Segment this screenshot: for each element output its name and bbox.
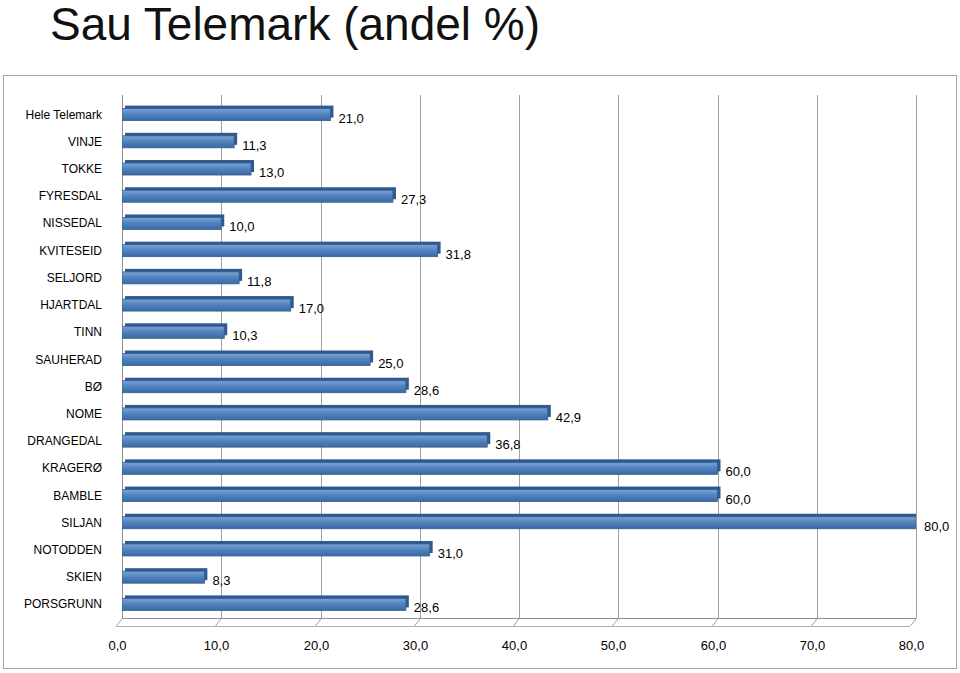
category-label: SILJAN: [61, 516, 102, 530]
data-label: 10,0: [229, 219, 254, 234]
bar: [122, 381, 406, 393]
data-label: 80,0: [924, 519, 949, 534]
grid-line: [519, 95, 520, 618]
bar: [122, 326, 224, 338]
bar: [122, 598, 406, 610]
category-label: DRANGEDAL: [27, 434, 102, 448]
data-label: 17,0: [299, 301, 324, 316]
category-label: NOME: [66, 407, 102, 421]
tick-label: 40,0: [502, 638, 527, 653]
bar: [122, 163, 251, 175]
bar: [122, 517, 916, 529]
tick-mark: [216, 618, 222, 626]
tick-label: 60,0: [701, 638, 726, 653]
tick-label: 50,0: [601, 638, 626, 653]
title: Sau Telemark (andel %): [50, 0, 540, 50]
grid: [117, 95, 917, 626]
data-label: 8,3: [212, 573, 230, 588]
tick-mark: [514, 618, 520, 626]
x-axis: [122, 618, 916, 619]
tick-mark: [415, 618, 421, 626]
grid-line: [718, 95, 719, 618]
data-label: 42,9: [556, 410, 581, 425]
category-label: KVITESEID: [39, 244, 102, 258]
grid-line: [420, 95, 421, 618]
category-label: FYRESDAL: [39, 189, 103, 203]
data-label: 27,3: [401, 192, 426, 207]
tick-label: 20,0: [304, 638, 329, 653]
category-label: BØ: [85, 380, 102, 394]
bar: [122, 109, 330, 121]
tick-mark: [613, 618, 619, 626]
bar: [122, 490, 718, 502]
tick-label: 70,0: [800, 638, 825, 653]
category-label: SAUHERAD: [35, 353, 102, 367]
category-label: NISSEDAL: [43, 216, 103, 230]
data-label: 10,3: [232, 328, 257, 343]
data-label: 11,8: [247, 274, 271, 289]
tick-mark: [911, 618, 917, 626]
category-label: Hele Telemark: [26, 108, 103, 122]
tick-label: 30,0: [403, 638, 428, 653]
bar: [122, 245, 438, 257]
category-label: BAMBLE: [53, 489, 102, 503]
category-label: TOKKE: [62, 162, 102, 176]
grid-line: [817, 95, 818, 618]
category-label: HJARTDAL: [40, 298, 102, 312]
bar: [122, 299, 291, 311]
bar: [122, 272, 239, 284]
data-label: 31,0: [438, 546, 463, 561]
data-label: 28,6: [414, 383, 439, 398]
data-label: 11,3: [242, 138, 266, 153]
data-label: 28,6: [414, 600, 439, 615]
bar: [122, 217, 221, 229]
data-label: 60,0: [726, 464, 751, 479]
data-label: 60,0: [726, 492, 751, 507]
tick-mark: [812, 618, 818, 626]
category-label: PORSGRUNN: [24, 597, 102, 611]
bar: [122, 190, 393, 202]
tick-label: 80,0: [899, 638, 924, 653]
chart-frame: [4, 76, 957, 669]
grid-line: [618, 95, 619, 618]
tick-label: 10,0: [204, 638, 229, 653]
bar: [122, 408, 548, 420]
bar: [122, 136, 234, 148]
grid-line: [916, 95, 917, 618]
data-label: 31,8: [446, 247, 471, 262]
data-label: 25,0: [378, 356, 403, 371]
category-label: SKIEN: [66, 570, 102, 584]
bar: [122, 354, 370, 366]
bar: [122, 571, 204, 583]
chart: Sau Telemark (andel %) 0,0 10,0 20,0 30,0 40,…: [0, 0, 960, 673]
data-label: 21,0: [338, 111, 363, 126]
page: {"chart_data": {"type": "bar", "title": …: [0, 0, 960, 673]
data-label: 13,0: [259, 165, 284, 180]
floor-edge: [116, 626, 910, 627]
bar: [122, 544, 430, 556]
category-label: NOTODDEN: [34, 543, 102, 557]
tick-label: 0,0: [108, 638, 126, 653]
category-label: KRAGERØ: [42, 461, 102, 475]
bars: [122, 106, 916, 611]
category-label: TINN: [74, 325, 102, 339]
bar: [122, 435, 487, 447]
bar: [122, 462, 718, 474]
category-label: VINJE: [68, 135, 102, 149]
tick-mark: [316, 618, 322, 626]
data-label: 36,8: [495, 437, 520, 452]
tick-mark: [117, 618, 123, 626]
tick-mark: [713, 618, 719, 626]
category-label: SELJORD: [47, 271, 103, 285]
